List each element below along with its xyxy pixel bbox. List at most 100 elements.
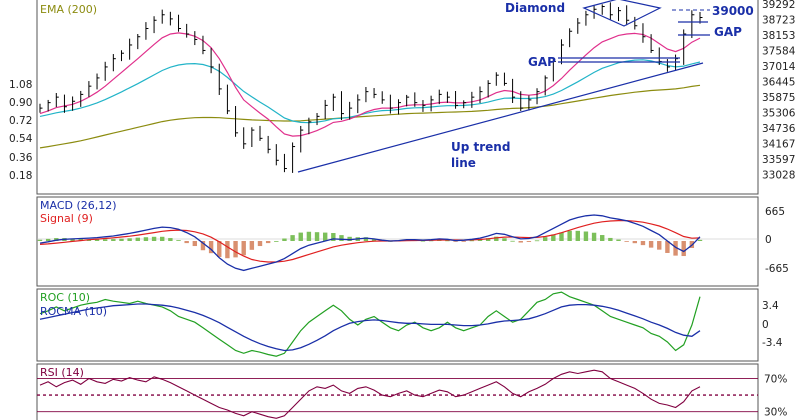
- annotation-line: line: [451, 156, 476, 170]
- annotation-uptrend: Up trend: [451, 140, 510, 154]
- price-right-tick: 33028: [762, 170, 795, 182]
- ema-fast-series: [39, 32, 701, 137]
- roc-tick: 0: [762, 319, 769, 331]
- legend-signal: Signal (9): [40, 212, 93, 225]
- annotation-shapes: [297, 0, 710, 173]
- macd-histogram-bar: [420, 240, 426, 242]
- price-left-tick: 0.72: [9, 115, 32, 127]
- rocma-line: [39, 303, 701, 352]
- legend-roc: ROC (10): [40, 291, 90, 304]
- macd-histogram-bar: [208, 241, 214, 254]
- macd-histogram-bar: [274, 241, 279, 242]
- macd-histogram-bar: [583, 231, 589, 241]
- price-left-tick: 1.08: [9, 79, 32, 91]
- macd-histogram-bar: [534, 240, 540, 242]
- price-right-tick: 37584: [762, 46, 796, 58]
- macd-histogram-bar: [54, 238, 59, 241]
- macd-histogram-bar: [151, 236, 157, 241]
- macd-histogram-bar: [37, 239, 43, 241]
- price-right-tick: 34167: [762, 139, 795, 151]
- macd-histogram-bar: [575, 230, 580, 241]
- price-left-tick: 0.54: [9, 133, 33, 145]
- macd-histogram-bar: [184, 241, 189, 244]
- uptrend-line: [297, 62, 704, 173]
- macd-histogram-bar: [665, 241, 670, 253]
- roc-tick: -3.4: [762, 337, 783, 349]
- macd-histogram-bar: [640, 241, 646, 246]
- macd-tick: 0: [765, 234, 772, 246]
- rsi-levels: [37, 378, 758, 413]
- macd-histogram-bar: [257, 241, 263, 247]
- price-right-tick: 33597: [762, 154, 795, 166]
- macd-histogram-bar: [135, 237, 140, 241]
- macd-histogram-bar: [298, 232, 303, 241]
- macd-histogram-bar: [681, 241, 686, 257]
- macd-histogram-bar: [502, 238, 507, 241]
- macd-histogram-bar: [559, 232, 564, 241]
- macd-histogram-bar: [241, 241, 246, 256]
- price-left-tick: 0.18: [9, 170, 32, 182]
- price-left-tick: 0.36: [9, 152, 33, 164]
- price-panel: [36, 0, 759, 195]
- roc-tick: 3.4: [762, 300, 779, 312]
- macd-tick: -665: [765, 263, 789, 275]
- macd-right-ticks: 665 0 -665: [765, 206, 789, 275]
- macd-histogram-bar: [363, 237, 369, 241]
- price-right-tick: 38153: [762, 30, 795, 42]
- legend-rocma: ROCMA (10): [40, 305, 107, 318]
- macd-histogram-bar: [461, 241, 466, 242]
- macd-histogram-bar: [469, 240, 475, 242]
- price-right-tick: 38723: [762, 15, 795, 27]
- legend-rsi: RSI (14): [40, 366, 84, 379]
- macd-histogram-bar: [217, 241, 222, 257]
- rsi-panel: [36, 363, 759, 420]
- macd-histogram-bar: [200, 241, 206, 251]
- legend-macd: MACD (26,12): [40, 199, 117, 212]
- macd-histogram-bar: [624, 241, 629, 242]
- price-right-ticks: 39292 38723 38153 37584 37014 36445 35875 35306…: [762, 0, 796, 182]
- annotation-gap-lower: GAP: [528, 55, 556, 69]
- legend-ema-200: EMA (200): [40, 3, 97, 16]
- macd-histogram-bar: [526, 241, 532, 242]
- signal-series: [39, 220, 701, 263]
- macd-histogram-bar: [347, 236, 352, 241]
- macd-histogram-bar: [225, 241, 230, 259]
- macd-histogram-bar: [160, 236, 165, 241]
- macd-histogram-bar: [176, 240, 181, 241]
- price-right-tick: 35306: [762, 108, 796, 120]
- rocma-series: [39, 303, 701, 352]
- macd-line: [39, 214, 701, 272]
- price-left-tick: 0.90: [9, 97, 32, 109]
- macd-histogram-bar: [697, 239, 703, 241]
- macd-histogram-bar: [673, 241, 678, 256]
- macd-histogram-bar: [192, 241, 198, 247]
- macd-histogram-bar: [542, 237, 548, 241]
- macd-histogram-bar: [78, 238, 83, 241]
- macd-histogram-bar: [331, 233, 336, 241]
- macd-histogram-bar: [494, 236, 499, 241]
- macd-histogram-bar: [70, 238, 75, 241]
- macd-histogram-bar: [249, 241, 255, 250]
- macd-histogram-bar: [648, 241, 654, 248]
- macd-histogram-bar: [306, 231, 312, 241]
- ema-200-series: [39, 84, 701, 149]
- macd-histogram-bar: [371, 238, 377, 241]
- macd-histogram-bar: [233, 241, 238, 258]
- macd-histogram-bar: [314, 232, 320, 241]
- macd-histogram-bar: [322, 232, 328, 241]
- macd-histogram-bar: [453, 241, 458, 242]
- macd-histogram-bar: [168, 238, 173, 241]
- macd-histogram-bar: [339, 235, 344, 241]
- ema-mid-series: [39, 59, 701, 124]
- roc-panel: [36, 288, 759, 362]
- price-bars: [39, 2, 703, 173]
- macd-histogram-bar: [518, 241, 523, 243]
- macd-histogram-bar: [45, 238, 51, 241]
- ema-mid-line: [39, 59, 701, 124]
- macd-histogram-bar: [616, 239, 621, 241]
- macd-histogram-bar: [551, 234, 556, 241]
- price-right-tick: 35875: [762, 92, 795, 104]
- annotation-39000: 39000: [712, 4, 754, 18]
- macd-histogram-bar: [485, 238, 491, 241]
